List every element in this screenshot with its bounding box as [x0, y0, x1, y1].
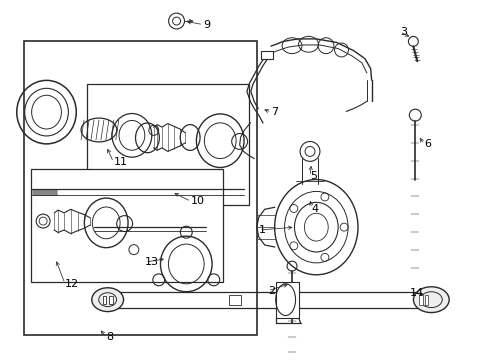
- Text: 2: 2: [267, 286, 274, 296]
- Bar: [24, 41, 256, 336]
- Bar: [228, 295, 240, 305]
- Bar: [102, 296, 106, 303]
- Text: 4: 4: [311, 203, 318, 213]
- Bar: [424, 295, 427, 305]
- Ellipse shape: [413, 287, 448, 312]
- Text: 10: 10: [191, 197, 204, 206]
- Text: 14: 14: [408, 288, 423, 297]
- Bar: [108, 296, 112, 303]
- Text: 7: 7: [271, 107, 278, 117]
- Text: 11: 11: [113, 157, 127, 167]
- Text: 8: 8: [106, 332, 113, 342]
- Text: 12: 12: [65, 279, 79, 289]
- Bar: [87, 84, 249, 205]
- Text: 6: 6: [423, 139, 430, 149]
- Ellipse shape: [92, 288, 123, 311]
- Text: 13: 13: [145, 257, 159, 267]
- Text: 1: 1: [259, 225, 265, 235]
- Text: 9: 9: [203, 19, 210, 30]
- Bar: [31, 169, 222, 282]
- Text: 5: 5: [309, 171, 316, 181]
- Text: 3: 3: [399, 27, 406, 37]
- Bar: [418, 295, 422, 305]
- Bar: [261, 51, 272, 59]
- Bar: [275, 282, 298, 318]
